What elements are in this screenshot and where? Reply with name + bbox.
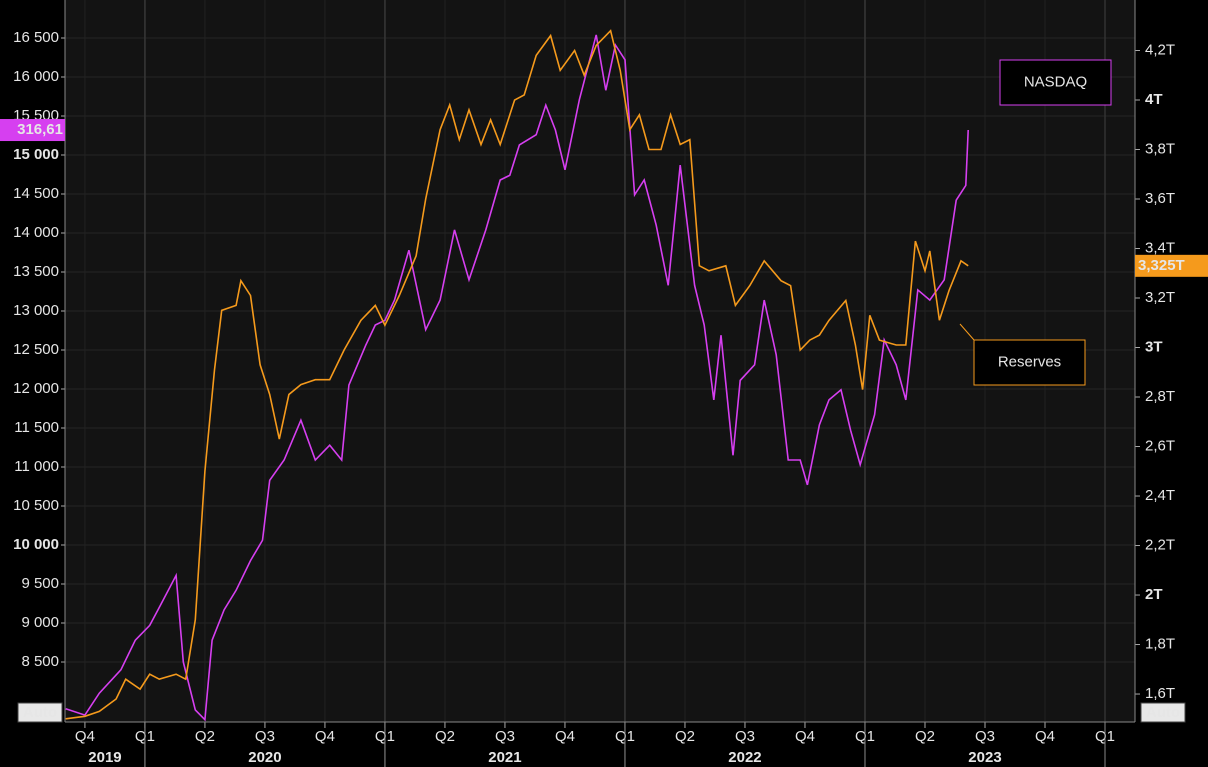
y2-tick-label: 3T (1145, 338, 1163, 355)
x-tick-label: Q4 (75, 728, 95, 745)
auto-button[interactable] (17, 702, 63, 723)
year-label: 2023 (968, 749, 1001, 766)
last-value-tag (0, 119, 65, 142)
y2-tick-label: 2,2T (1145, 536, 1175, 553)
y-tick-label: 16 500 (13, 29, 59, 46)
y2-tick-label: 2T (1145, 586, 1163, 603)
year-label: 2022 (728, 749, 761, 766)
x-tick-label: Q4 (1035, 728, 1055, 745)
y-tick-label: 8 500 (21, 653, 59, 670)
y-tick-label: 13 500 (13, 263, 59, 280)
plot-area (65, 0, 1135, 722)
y2-tick-label: 3,6T (1145, 190, 1175, 207)
y-tick-label: 14 000 (13, 224, 59, 241)
y2-tick-label: 2,8T (1145, 388, 1175, 405)
y2-tick-label: 3,4T (1145, 239, 1175, 256)
y2-tick-label: 2,6T (1145, 437, 1175, 454)
y-tick-label: 10 500 (13, 497, 59, 514)
series-label-box (999, 59, 1112, 106)
x-tick-label: Q2 (435, 728, 455, 745)
series-line (65, 34, 969, 722)
last-value-tag-label: 3,325T (1138, 257, 1185, 274)
y2-tick-label: 1,6T (1145, 685, 1175, 702)
y-tick-label: 10 000 (13, 536, 59, 553)
x-tick-label: Q4 (555, 728, 575, 745)
y2-tick-label: 4,2T (1145, 41, 1175, 58)
y-tick-label: 9 500 (21, 575, 59, 592)
y2-tick-label: 3,2T (1145, 289, 1175, 306)
x-tick-label: Q2 (915, 728, 935, 745)
y2-tick-label: 2,4T (1145, 487, 1175, 504)
y-tick-label: 11 000 (14, 458, 59, 475)
series-line (65, 29, 969, 720)
leader-line (959, 323, 975, 341)
y2-tick-label: 3,8T (1145, 140, 1175, 157)
x-tick-label: Q2 (675, 728, 695, 745)
last-value-tag-label: 316,61 (17, 121, 63, 138)
series-label: Reserves (998, 353, 1061, 370)
x-tick-label: Q4 (795, 728, 815, 745)
year-label: 2021 (488, 749, 521, 766)
last-value-tag (1135, 254, 1208, 277)
x-tick-label: Q4 (315, 728, 335, 745)
x-tick-label: Q2 (195, 728, 215, 745)
year-label: 2020 (248, 749, 281, 766)
series-label-box (973, 339, 1086, 386)
y-tick-label: 15 000 (13, 146, 59, 163)
x-tick-label: Q3 (255, 728, 275, 745)
year-label: 2019 (88, 749, 121, 766)
auto-button-label[interactable]: Auto (23, 704, 57, 721)
x-tick-label: Q3 (735, 728, 755, 745)
y-tick-label: 9 000 (21, 614, 59, 631)
series-label: NASDAQ (1024, 73, 1087, 90)
auto-button[interactable] (1140, 702, 1186, 723)
y-tick-label: 16 000 (13, 68, 59, 85)
y-tick-label: 11 500 (14, 419, 59, 436)
auto-button-label[interactable]: Auto (1146, 704, 1180, 721)
y2-tick-label: 1,8T (1145, 635, 1175, 652)
x-tick-label: Q3 (495, 728, 515, 745)
y-tick-label: 13 000 (13, 302, 59, 319)
y2-tick-label: 4T (1145, 91, 1163, 108)
y-tick-label: 12 500 (13, 341, 59, 358)
y-tick-label: 12 000 (13, 380, 59, 397)
y-tick-label: 14 500 (13, 185, 59, 202)
x-tick-label: Q3 (975, 728, 995, 745)
